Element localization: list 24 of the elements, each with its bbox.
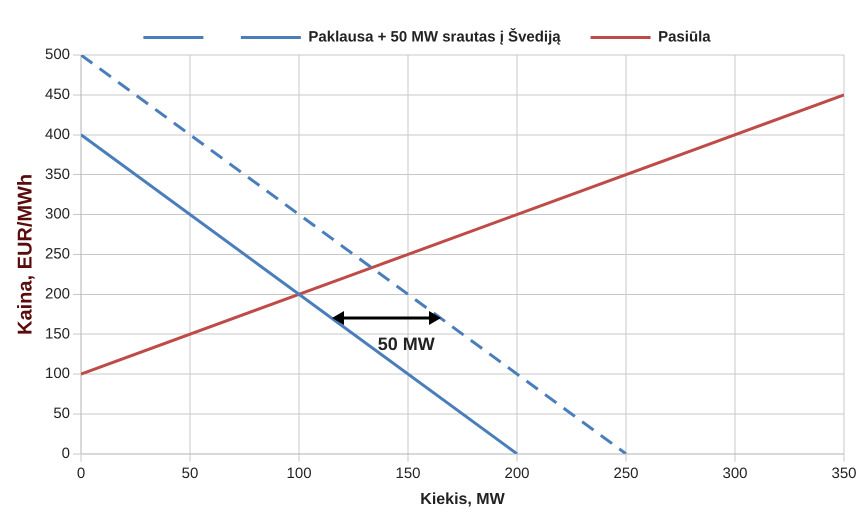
x-axis-title: Kiekis, MW	[420, 490, 506, 508]
y-tick-label: 0	[62, 444, 70, 462]
legend-label: Paklausa + 50 MW srautas į Švediją	[308, 28, 562, 46]
y-tick-label: 200	[44, 285, 70, 302]
x-tick-label: 50	[182, 464, 198, 482]
x-tick-label: 0	[76, 464, 86, 482]
y-axis-title: Kaina, EUR/MWh	[14, 174, 37, 335]
y-tick-label: 50	[53, 405, 70, 422]
y-tick-label: 400	[44, 126, 70, 143]
y-tick-label: 250	[44, 246, 70, 263]
x-tick-label: 100	[286, 464, 312, 482]
y-tick-label: 450	[44, 86, 70, 104]
x-tick-label: 150	[396, 464, 421, 482]
y-tick-label: 300	[44, 206, 70, 223]
x-tick-label: 200	[504, 464, 530, 482]
legend-label: Pasiūla	[658, 28, 712, 46]
y-tick-label: 350	[44, 166, 70, 183]
x-tick-label: 250	[613, 464, 639, 482]
y-tick-label: 150	[44, 325, 70, 342]
x-tick-label: 350	[831, 464, 857, 482]
x-tick-label: 300	[722, 464, 748, 482]
y-tick-label: 500	[44, 46, 70, 64]
y-tick-label: 100	[44, 365, 70, 382]
annotation: 50 MW	[378, 334, 435, 354]
